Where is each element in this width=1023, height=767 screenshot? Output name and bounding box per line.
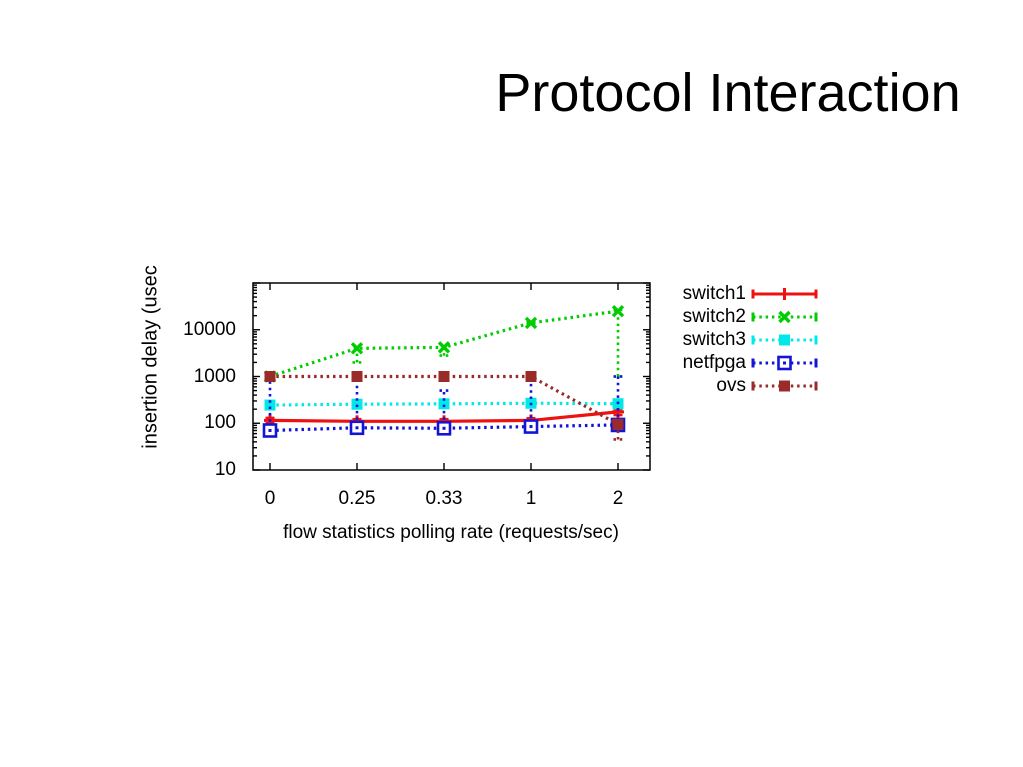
x-tick-label: 0.33 [425,488,463,509]
y-tick-label: 100 [204,412,236,434]
ovs-line [270,374,619,426]
legend-label-switch1: switch1 [682,283,746,304]
switch3-line [269,401,619,407]
y-tick-label: 1000 [193,365,236,387]
y-tick-label: 10 [214,459,236,480]
x-axis-label: flow statistics polling rate (requests/s… [283,522,619,543]
slide-title: Protocol Interaction [495,63,961,123]
netfpga-line [269,423,619,433]
x-tick-label: 0 [264,488,276,509]
y-tick-label: 10000 [183,318,236,340]
legend-label-netfpga: netfpga [682,352,746,373]
legend-sample-switch2 [751,310,818,324]
switch2-line [269,309,619,379]
legend-label-ovs: ovs [716,375,746,396]
legend-label-switch2: switch2 [682,306,746,327]
legend-sample-switch3 [751,334,818,346]
legend-sample-ovs [751,380,818,392]
x-tick-label: 0.25 [338,488,376,509]
y-axis-label: insertion delay (usec [139,265,162,449]
x-tick-label: 1 [525,488,537,509]
axis-ticks [253,282,650,471]
series-netfpga [262,375,626,438]
series-ovs [264,371,624,441]
series-switch2 [263,304,625,383]
plot-border [252,282,651,471]
legend-label-switch3: switch3 [682,329,746,350]
x-tick-label: 2 [612,488,624,509]
legend-sample-netfpga [751,355,818,371]
legend-sample-switch1 [751,288,818,300]
